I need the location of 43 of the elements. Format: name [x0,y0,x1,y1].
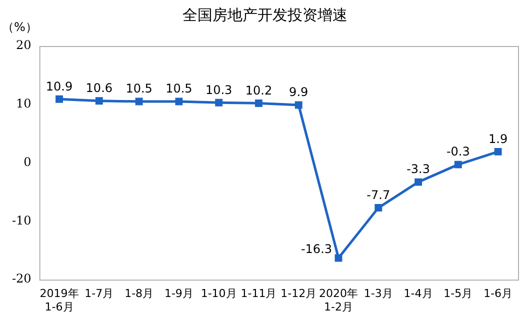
data-label: 10.3 [205,82,232,97]
data-label: -7.7 [366,188,390,202]
point [254,100,262,107]
x-tick-label: 1-7月 [84,287,114,300]
y-tick-label: 10 [16,96,32,111]
x-tick-label: 1-11月 [240,287,277,300]
point [215,98,223,106]
data-label: 10.5 [126,82,152,96]
data-label: 10.6 [86,81,113,96]
point [56,95,63,103]
chart-title: 全国房地产开发投资增速 [182,6,348,24]
y-tick-label: 0 [24,154,32,169]
data-label: 10.2 [245,83,272,98]
data-label: 10.9 [46,79,73,94]
data-label: -3.3 [406,162,430,176]
data-label: 10.5 [166,82,192,96]
x-tick-label: 1-4月 [404,287,433,300]
point [135,98,143,106]
y-tick-label: -20 [12,272,32,286]
x-tick-label: 1-3月 [364,287,393,300]
x-tick-label: 1-10月 [200,287,237,300]
data-label: 1.9 [488,132,508,146]
y-tick-label: 20 [16,38,32,52]
point [414,178,422,186]
point [175,98,183,106]
x-tick-label: 1-8月 [124,287,154,300]
x-tick-label: 1-9月 [164,287,194,300]
x-tick-label: 1-5月 [444,287,473,300]
x-tick-label: 1-6月 [484,287,513,300]
y-tick-label: -10 [12,213,32,228]
data-label: 9.9 [289,85,308,100]
point [454,160,462,168]
x-tick-label: 2019年 1-6月 [40,287,79,314]
y-axis-title: （%） [2,19,38,36]
point [294,101,302,109]
x-tick-label: 1-12月 [280,287,317,300]
x-tick-label: 2020年 1-2月 [318,287,358,314]
point [374,204,382,212]
point [334,254,342,262]
point [494,148,502,156]
data-label: -0.3 [446,144,470,159]
data-label: -16.3 [300,242,332,256]
point [95,97,103,105]
